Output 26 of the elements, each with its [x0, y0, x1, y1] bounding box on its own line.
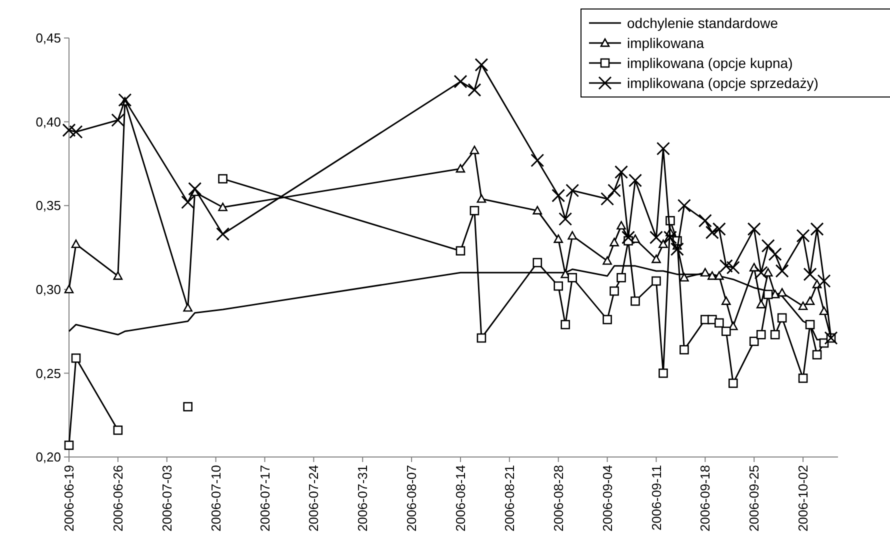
legend-label: implikowana: [627, 34, 704, 51]
x-tick-label: 2006-07-03: [159, 465, 174, 532]
x-tick-label: 2006-09-25: [746, 465, 762, 532]
y-tick-label: 0,25: [36, 366, 61, 381]
x-tick-label: 2006-10-02: [796, 465, 811, 532]
x-tick-label: 2006-07-17: [257, 465, 272, 532]
legend-label: implikowana (opcje kupna): [627, 54, 793, 71]
legend-label: odchylenie standardowe: [627, 14, 778, 31]
x-tick-label: 2006-08-14: [453, 465, 468, 532]
x-tick-label: 2006-07-24: [306, 465, 322, 532]
x-tick-label: 2006-06-26: [110, 465, 126, 532]
x-tick-label: 2006-08-07: [404, 465, 420, 532]
x-tick-label: 2006-06-19: [62, 465, 77, 532]
x-tick-label: 2006-09-11: [648, 465, 664, 531]
y-tick-label: 0,35: [36, 198, 61, 214]
x-tick-label: 2006-07-10: [208, 465, 224, 532]
x-tick-label: 2006-09-04: [600, 465, 615, 532]
x-tick-label: 2006-09-18: [698, 465, 713, 532]
y-tick-label: 0,40: [36, 114, 61, 130]
y-tick-label: 0,45: [36, 30, 61, 46]
x-tick-label: 2006-08-28: [550, 465, 566, 532]
legend-label: implikowana (opcje sprzedaży): [627, 74, 818, 91]
y-tick-label: 0,30: [36, 282, 61, 297]
y-tick-label: 0,20: [36, 450, 61, 465]
x-tick-label: 2006-08-21: [502, 465, 517, 532]
x-tick-label: 2006-07-31: [355, 465, 370, 532]
